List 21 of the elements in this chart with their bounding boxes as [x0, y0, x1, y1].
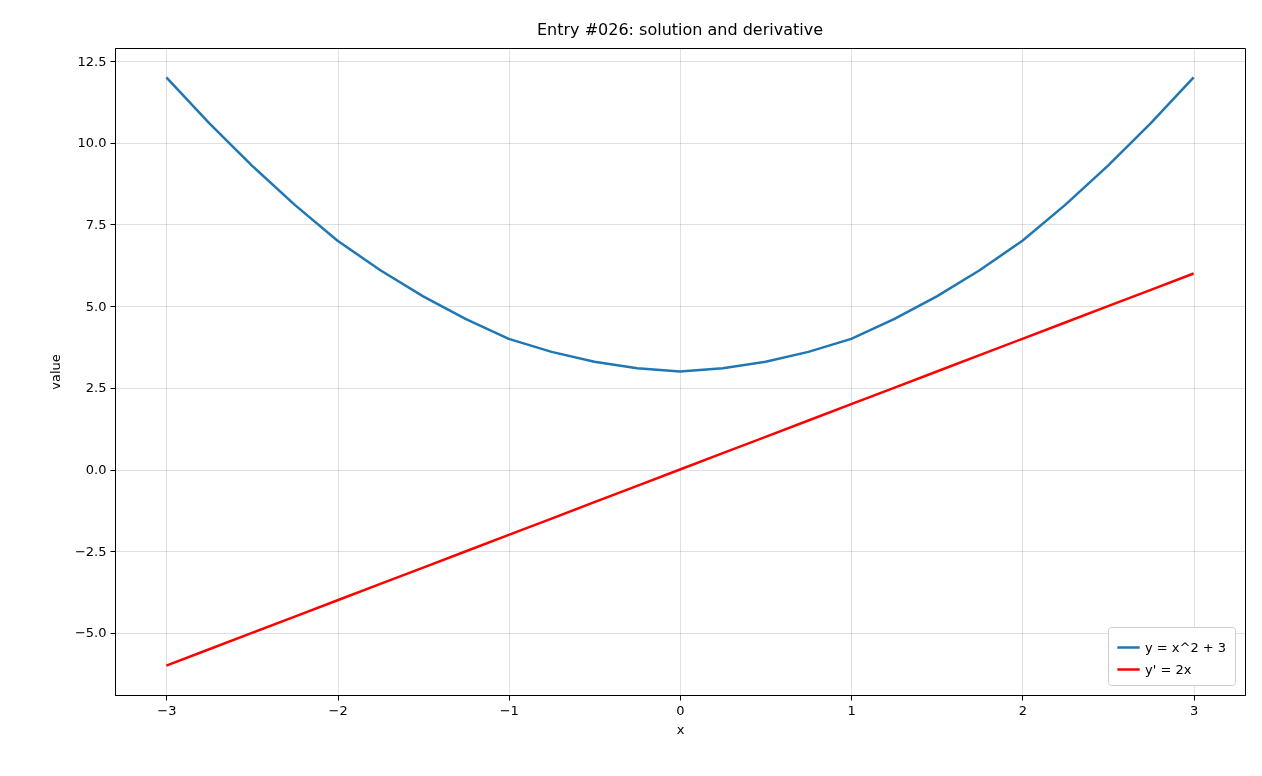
x-tick-label: −3 [157, 702, 177, 718]
x-tick-label: 2 [1018, 702, 1028, 718]
y-tick-label: 2.5 [85, 380, 107, 396]
y-axis-title: value [47, 354, 63, 390]
x-tick-label: −1 [499, 702, 519, 718]
chart-title: Entry #026: solution and derivative [536, 20, 824, 39]
y-tick-label: 10.0 [77, 135, 107, 151]
x-tick-label: −2 [328, 702, 348, 718]
legend-label: y' = 2x [1145, 661, 1192, 677]
y-tick-label: −2.5 [74, 543, 107, 559]
x-tick-label: 3 [1190, 702, 1199, 718]
x-axis-title: x [676, 721, 685, 737]
y-tick-label: −5.0 [74, 625, 107, 641]
y-tick-label: 5.0 [85, 298, 107, 314]
legend-label: y = x^2 + 3 [1145, 639, 1227, 655]
y-tick-label: 0.0 [85, 462, 107, 478]
x-tick-label: 0 [676, 702, 685, 718]
x-tick-label: 1 [847, 702, 856, 718]
y-tick-label: 12.5 [77, 53, 107, 69]
y-tick-label: 7.5 [85, 216, 107, 232]
line-series [165, 76, 1195, 373]
